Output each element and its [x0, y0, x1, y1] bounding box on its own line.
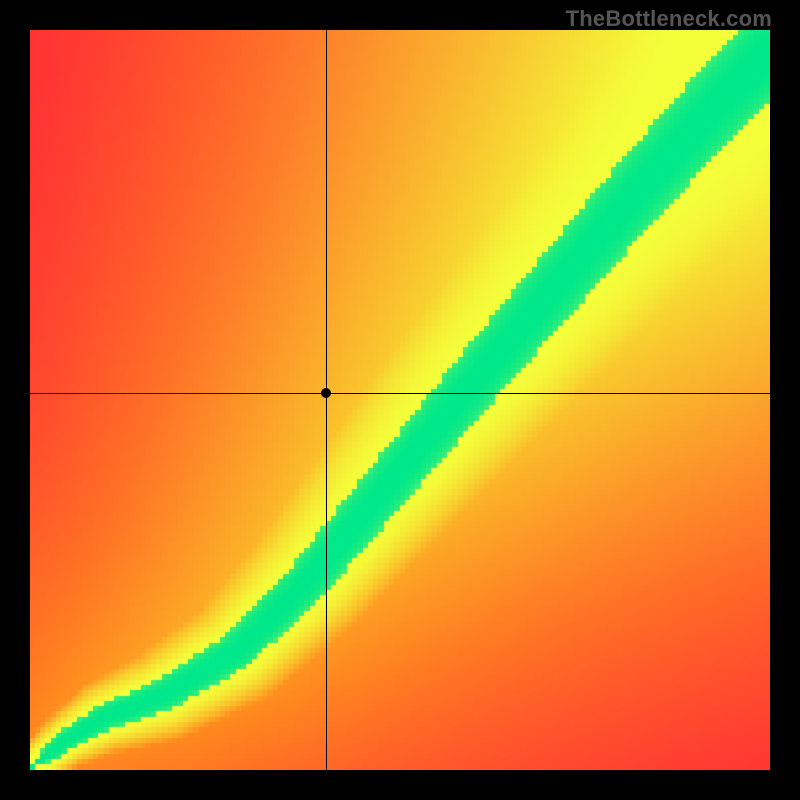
crosshair-vertical — [326, 30, 327, 770]
marker-point — [321, 388, 331, 398]
crosshair-horizontal — [30, 393, 770, 394]
heatmap-canvas — [30, 30, 770, 770]
chart-container: TheBottleneck.com — [0, 0, 800, 800]
plot-area — [30, 30, 770, 770]
watermark-text: TheBottleneck.com — [566, 6, 772, 32]
